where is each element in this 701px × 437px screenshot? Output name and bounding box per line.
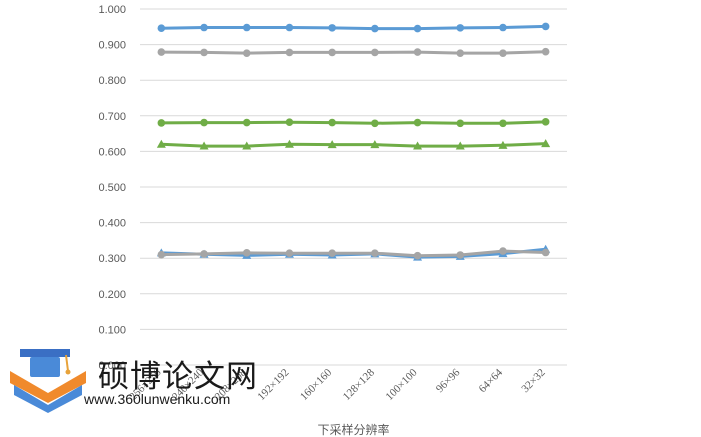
series-line-6 (159, 249, 548, 258)
y-tick-label: 0.700 (98, 111, 126, 123)
data-point (499, 247, 507, 255)
data-point (242, 23, 251, 32)
watermark-title: 硕博论文网 (98, 359, 258, 395)
data-point (498, 140, 508, 149)
x-tick-label: 128×128 (341, 366, 378, 403)
data-point (285, 23, 294, 32)
data-point (370, 140, 380, 149)
data-point (371, 249, 379, 258)
data-point (499, 49, 507, 57)
data-point (328, 24, 336, 32)
data-point (242, 49, 251, 57)
data-point (328, 118, 336, 127)
x-axis-title: 下采样分辨率 (317, 422, 389, 437)
data-point (285, 48, 294, 57)
y-tick-label: 0.500 (98, 182, 126, 194)
data-point (541, 139, 551, 148)
watermark: 硕博论文网 www.360lunwenku.com (8, 343, 278, 423)
data-point (328, 249, 336, 258)
x-tick-label: 64×64 (477, 366, 506, 395)
data-point (285, 249, 294, 258)
data-point (157, 48, 166, 56)
data-point (371, 48, 379, 57)
data-point (413, 48, 422, 56)
data-point (328, 48, 336, 57)
data-point (200, 48, 208, 57)
data-point (413, 118, 422, 127)
y-tick-label: 0.300 (98, 253, 126, 265)
data-point (413, 141, 423, 150)
data-point (371, 24, 379, 33)
data-point (200, 23, 208, 32)
data-point (541, 118, 550, 126)
x-tick-label: 96×96 (434, 366, 463, 395)
data-point (157, 250, 166, 259)
data-point (285, 118, 294, 127)
data-point (456, 251, 465, 259)
y-tick-label: 0.800 (98, 75, 126, 87)
y-tick-label: 0.900 (98, 40, 126, 52)
y-tick-label: 0.000 (98, 360, 126, 372)
x-tick-label: 32×32 (519, 367, 547, 395)
data-point (242, 141, 252, 150)
data-point (413, 251, 422, 260)
data-point (156, 139, 166, 148)
data-point (455, 141, 465, 150)
data-point (242, 118, 251, 127)
data-point (371, 119, 379, 128)
data-point (456, 119, 465, 128)
watermark-url: www.360lunwenku.com (84, 391, 231, 407)
data-point (456, 24, 465, 32)
data-point (327, 140, 337, 149)
data-point (157, 24, 166, 33)
data-point (200, 250, 208, 258)
series-line-4 (159, 142, 548, 148)
data-point (413, 24, 422, 33)
y-tick-label: 0.100 (98, 324, 126, 336)
data-point (284, 139, 294, 148)
data-point (242, 249, 251, 257)
y-tick-label: 0.400 (98, 218, 126, 230)
data-point (499, 119, 507, 128)
y-tick-label: 0.600 (98, 146, 126, 158)
data-point (456, 49, 465, 57)
series-line-1 (159, 24, 548, 31)
data-point (541, 47, 550, 56)
x-tick-label: 160×160 (298, 366, 335, 403)
data-point (199, 141, 209, 150)
data-point (157, 119, 166, 127)
data-point (499, 23, 507, 32)
series-line-3 (159, 120, 548, 125)
series-line-2 (159, 50, 548, 55)
y-tick-label: 1.000 (98, 4, 126, 16)
graduation-cap-logo-icon (10, 349, 86, 413)
data-point (541, 22, 550, 31)
data-point (541, 248, 550, 257)
data-point (200, 118, 208, 127)
x-tick-label: 100×100 (383, 366, 420, 403)
y-tick-label: 0.200 (98, 289, 126, 301)
